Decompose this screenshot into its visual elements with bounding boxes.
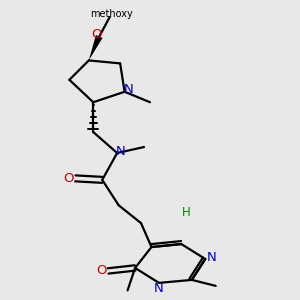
Text: O: O [64, 172, 74, 185]
Polygon shape [89, 35, 103, 60]
Text: O: O [91, 28, 101, 40]
Text: H: H [182, 206, 190, 219]
Text: N: N [115, 145, 125, 158]
Text: O: O [96, 264, 107, 278]
Text: N: N [207, 251, 217, 264]
Text: N: N [123, 83, 133, 96]
Text: methoxy: methoxy [90, 9, 133, 19]
Text: N: N [154, 282, 164, 296]
